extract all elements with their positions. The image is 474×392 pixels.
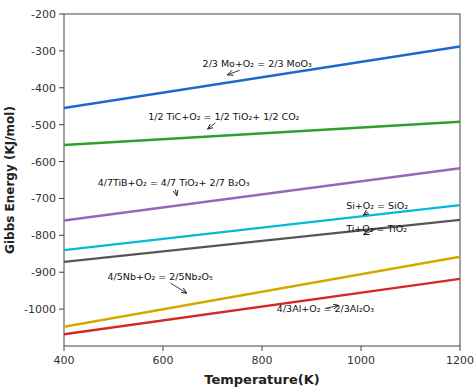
y-tick-label: -1000 [24,303,56,316]
series-line [64,205,460,250]
annotation-arrow [363,229,376,235]
y-tick [59,14,64,15]
y-tick [59,272,64,273]
annotation-text: 1/2 TiC+O₂ = 1/2 TiO₂+ 1/2 CO₂ [148,111,299,122]
y-tick-label: -500 [31,119,56,132]
x-tick [361,346,362,351]
series-line [64,122,460,145]
series-line [64,257,460,327]
series-line [64,220,460,262]
y-tick [59,309,64,310]
y-tick [59,161,64,162]
x-tick-label: 600 [153,354,174,367]
series-line [64,279,460,334]
y-tick-label: -300 [31,45,56,58]
annotation-text: Ti+O₂ = TiO₂ [345,223,407,234]
x-tick-label: 400 [54,354,75,367]
annotation-arrow [227,70,239,75]
y-tick [59,124,64,125]
y-tick-label: -800 [31,229,56,242]
x-tick [262,346,263,351]
x-tick-label: 1200 [446,354,474,367]
annotation-text: 2/3 Mo+O₂ = 2/3 MoO₃ [203,58,312,69]
y-tick-label: -400 [31,82,56,95]
plot-frame [64,14,460,346]
y-tick [59,235,64,236]
annotation-text: Si+O₂ = SiO₂ [346,200,408,211]
x-tick-label: 1000 [347,354,375,367]
plot-lines [64,46,460,334]
y-axis-label: Gibbs Energy (KJ/mol) [3,106,17,254]
annotation-arrow [208,123,216,129]
x-tick [460,346,461,351]
annotation-arrow [175,189,177,195]
annotation-arrow [363,212,368,215]
y-tick-label: -200 [31,8,56,21]
annotation-arrow [171,283,187,293]
series-line [64,46,460,108]
y-tick-label: -600 [31,156,56,169]
y-tick-label: -700 [31,192,56,205]
x-tick-label: 800 [252,354,273,367]
chart: 400 600 800 1000 1200 -200 -300 -400 -500 -600 -70… [0,0,474,392]
annotation-text: 4/7TiB+O₂ = 4/7 TiO₂+ 2/7 B₂O₃ [98,177,250,188]
y-tick-label: -900 [31,266,56,279]
y-tick [59,87,64,88]
x-axis-label: Temperature(K) [204,372,319,387]
y-tick [59,198,64,199]
annotation-arrow [326,305,339,308]
annotation-text: 4/5Nb+O₂ = 2/5Nb₂O₅ [108,271,213,282]
x-tick [64,346,65,351]
y-tick [59,50,64,51]
annotation-text: 4/3Al+O₂ = 2/3Al₂O₃ [277,303,374,314]
x-tick [163,346,164,351]
